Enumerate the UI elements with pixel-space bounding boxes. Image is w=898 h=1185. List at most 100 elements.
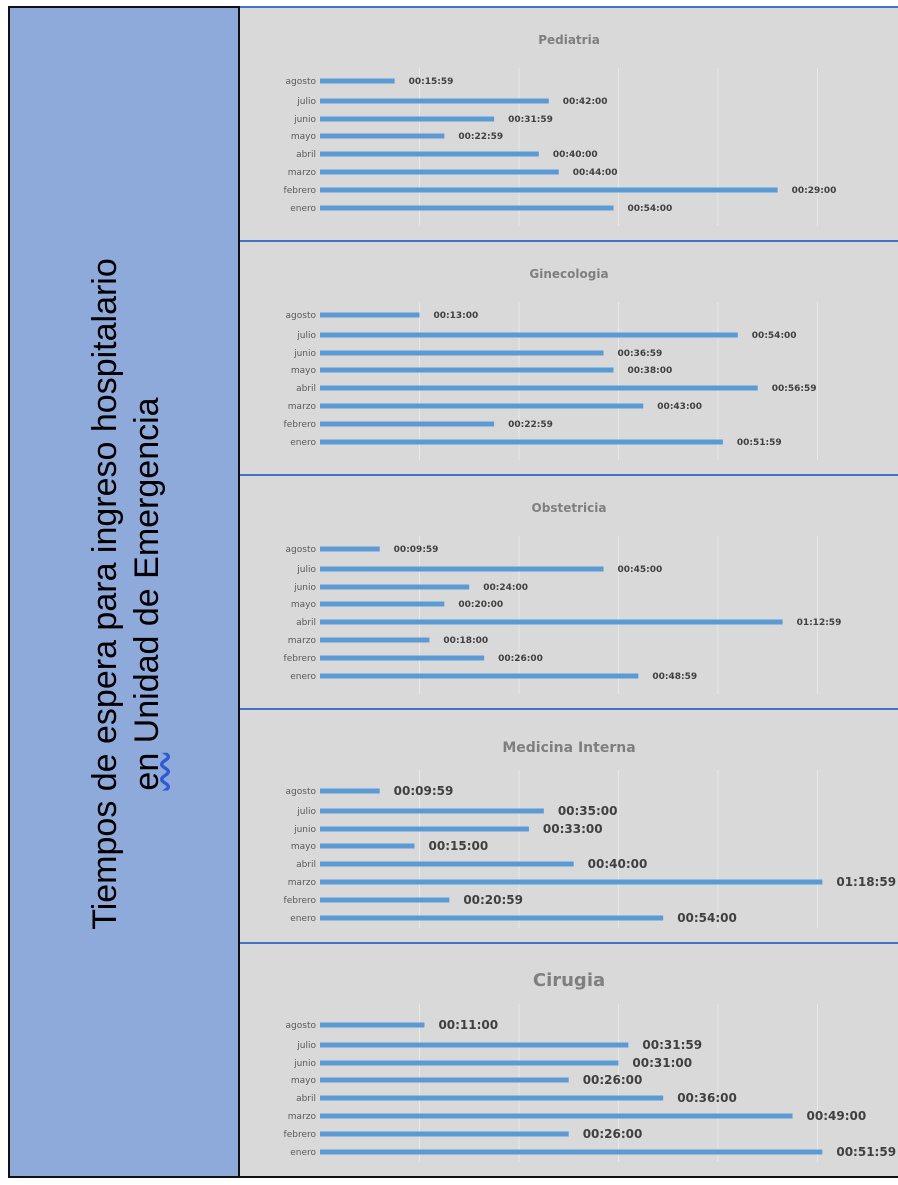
bar-pediatria-mayo [320, 133, 445, 139]
bar-pediatria-enero [320, 205, 614, 211]
chart-title: Pediatria [538, 33, 600, 47]
category-label: enero [290, 1148, 316, 1158]
category-label: marzo [288, 1112, 317, 1122]
category-label: marzo [288, 168, 317, 178]
value-label: 00:51:59 [836, 1145, 896, 1159]
bar-cirugia-julio [320, 1042, 629, 1048]
chart-panel-ginecologia: Ginecologia agosto 00:13:00 julio 00:54:00 ju… [240, 240, 898, 474]
category-label: agosto [286, 787, 317, 797]
category-label: mayo [291, 1076, 317, 1086]
bar-ginecologia-julio [320, 332, 738, 338]
value-label: 00:51:59 [737, 438, 782, 448]
chart-title: Cirugia [533, 970, 605, 991]
value-label: 00:26:00 [583, 1073, 643, 1087]
bar-cirugia-junio [320, 1060, 619, 1066]
bar-medicina-interna-junio [320, 826, 529, 832]
category-label: mayo [291, 132, 317, 142]
chart-obstetricia: Obstetricia agosto 00:09:59 julio 00:45:00 ju… [284, 501, 842, 694]
sidebar-panel: Tiempos de espera para ingreso hospitala… [8, 6, 240, 1178]
category-label: marzo [288, 402, 317, 412]
bar-cirugia-febrero [320, 1131, 569, 1137]
bar-obstetricia-julio [320, 566, 604, 572]
category-label: junio [293, 1059, 316, 1069]
value-label: 00:15:00 [429, 839, 489, 853]
bar-ginecologia-junio [320, 350, 604, 356]
category-label: abril [296, 618, 316, 628]
value-label: 00:22:59 [508, 420, 553, 430]
bar-cirugia-abril [320, 1095, 664, 1101]
chart-panel-cirugia: Cirugia agosto 00:11:00 julio 00:31:59 junio 0… [240, 942, 898, 1176]
value-label: 00:56:59 [772, 384, 817, 394]
value-label: 00:36:59 [618, 349, 663, 359]
sidebar-title-word-en: en [128, 752, 166, 791]
sidebar-title-line1: Tiempos de espera para ingreso hospitala… [86, 258, 124, 930]
value-label: 00:40:00 [588, 857, 648, 871]
value-label: 00:35:00 [558, 804, 618, 818]
bar-cirugia-marzo [320, 1113, 793, 1119]
category-label: febrero [284, 896, 317, 906]
value-label: 00:22:59 [458, 132, 503, 142]
chart-ginecologia: Ginecologia agosto 00:13:00 julio 00:54:00 ju… [284, 267, 818, 460]
value-label: 00:54:00 [752, 331, 797, 341]
category-label: febrero [284, 1130, 317, 1140]
value-label: 00:54:00 [627, 204, 672, 214]
value-label: 00:43:00 [657, 402, 702, 412]
value-label: 00:20:59 [463, 893, 523, 907]
value-label: 00:26:00 [498, 654, 543, 664]
category-label: enero [290, 204, 316, 214]
bar-medicina-interna-febrero [320, 897, 450, 903]
value-label: 00:09:59 [394, 784, 454, 798]
value-label: 00:49:00 [807, 1109, 867, 1123]
chart-pediatria: Pediatria agosto 00:15:59 julio 00:42:00 juni… [284, 33, 837, 226]
value-label: 00:09:59 [394, 545, 439, 555]
category-label: agosto [286, 311, 317, 321]
bar-obstetricia-enero [320, 673, 639, 679]
category-label: junio [293, 349, 316, 359]
chart-title: Obstetricia [532, 501, 607, 515]
bar-medicina-interna-marzo [320, 879, 823, 885]
value-label: 00:26:00 [583, 1127, 643, 1141]
value-label: 00:24:00 [483, 583, 528, 593]
category-label: febrero [284, 186, 317, 196]
chart-medicina-interna: Medicina Interna agosto 00:09:59 julio 00:35… [284, 740, 896, 928]
bar-obstetricia-mayo [320, 601, 445, 607]
value-label: 00:36:00 [677, 1091, 737, 1105]
chart-panel-pediatria: Pediatria agosto 00:15:59 julio 00:42:00 juni… [240, 6, 898, 240]
category-label: julio [296, 807, 316, 817]
bar-medicina-interna-enero [320, 915, 664, 921]
sidebar-title: Tiempos de espera para ingreso hospitala… [84, 44, 168, 1144]
chart-title: Medicina Interna [502, 740, 635, 756]
value-label: 00:31:59 [642, 1038, 702, 1052]
value-label: 00:40:00 [553, 150, 598, 160]
bar-pediatria-junio [320, 116, 495, 122]
category-label: agosto [286, 1021, 317, 1031]
value-label: 00:38:00 [627, 366, 672, 376]
bar-cirugia-agosto [320, 1022, 425, 1028]
category-label: marzo [288, 878, 317, 888]
value-label: 00:29:00 [792, 186, 837, 196]
category-label: abril [296, 860, 316, 870]
category-label: abril [296, 150, 316, 160]
value-label: 01:12:59 [797, 618, 842, 628]
bar-ginecologia-marzo [320, 403, 644, 409]
category-label: julio [296, 97, 316, 107]
bar-ginecologia-agosto [320, 312, 420, 318]
category-label: abril [296, 1094, 316, 1104]
category-label: junio [293, 825, 316, 835]
value-label: 00:18:00 [443, 636, 488, 646]
bar-ginecologia-mayo [320, 367, 614, 373]
category-label: julio [296, 1041, 316, 1051]
figure-frame: Tiempos de espera para ingreso hospitala… [8, 6, 898, 1178]
category-label: abril [296, 384, 316, 394]
category-label: enero [290, 672, 316, 682]
value-label: 00:13:00 [433, 311, 478, 321]
bar-ginecologia-febrero [320, 421, 495, 427]
value-label: 00:31:59 [508, 115, 553, 125]
category-label: enero [290, 438, 316, 448]
category-label: agosto [286, 77, 317, 87]
category-label: julio [296, 565, 316, 575]
bar-pediatria-marzo [320, 169, 559, 175]
bar-pediatria-abril [320, 151, 539, 157]
category-label: junio [293, 583, 316, 593]
bar-medicina-interna-mayo [320, 843, 415, 849]
